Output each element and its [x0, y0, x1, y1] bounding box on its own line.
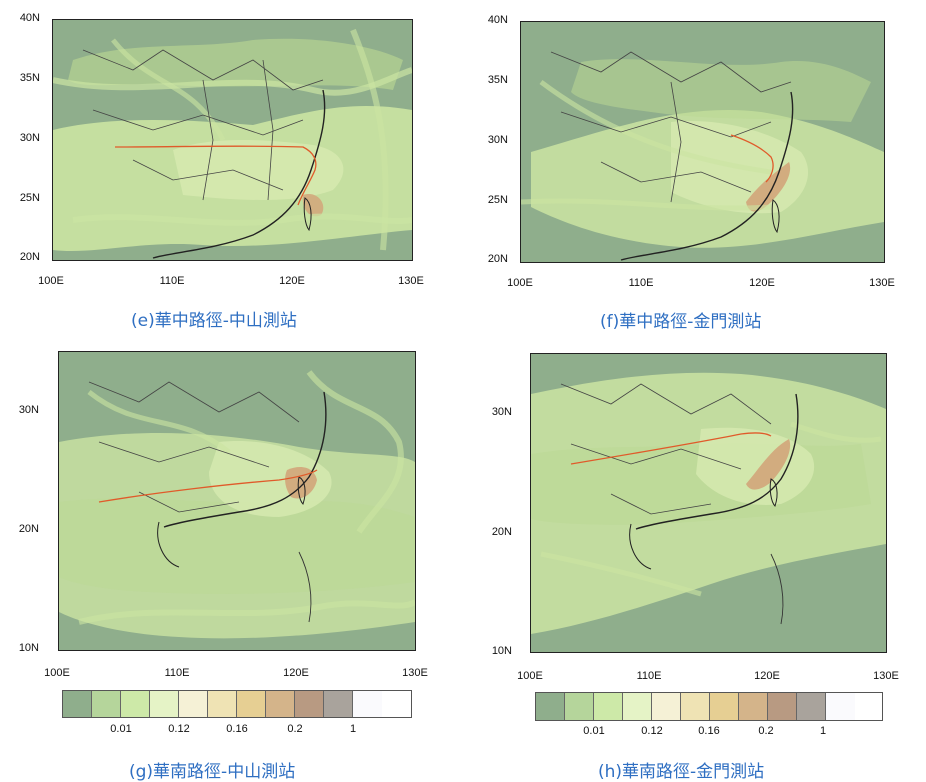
- lat-tick: 20N: [487, 253, 508, 265]
- panel-caption: (f)華中路徑-金門測站: [600, 312, 762, 332]
- map-f-graphic: [521, 22, 884, 262]
- colorbar-cell: [768, 693, 797, 720]
- lat-tick: 30N: [19, 132, 40, 144]
- lat-tick: 35N: [19, 72, 40, 84]
- map-g: [58, 351, 416, 651]
- lat-tick: 30N: [18, 404, 39, 416]
- colorbar-cell: [652, 693, 681, 720]
- lon-tick: 100E: [44, 667, 70, 679]
- colorbar-label: 0.16: [698, 725, 720, 737]
- lon-tick: 110E: [628, 277, 654, 289]
- colorbar-cell: [179, 691, 208, 717]
- lat-tick: 25N: [487, 194, 508, 206]
- colorbar-label: 0.2: [758, 725, 774, 737]
- colorbar-cell: [150, 691, 179, 717]
- panel-caption: (e)華中路徑-中山測站: [131, 311, 297, 331]
- colorbar-cell: [739, 693, 768, 720]
- lon-tick: 130E: [873, 670, 899, 682]
- colorbar-label: 0.2: [287, 723, 303, 735]
- colorbar-cell: [295, 691, 324, 717]
- colorbar-label: 0.01: [110, 723, 132, 735]
- colorbar-cell: [121, 691, 150, 717]
- colorbar-cell: [710, 693, 739, 720]
- colorbar-label: 0.16: [226, 723, 248, 735]
- colorbar-cell: [797, 693, 826, 720]
- lat-tick: 30N: [491, 406, 512, 418]
- lat-tick: 20N: [18, 523, 39, 535]
- map-h-graphic: [531, 354, 886, 652]
- map-f: [520, 21, 885, 263]
- lon-tick: 100E: [507, 277, 533, 289]
- colorbar-cell: [353, 691, 382, 717]
- colorbar-cell: [565, 693, 594, 720]
- map-e: [52, 19, 413, 261]
- lat-tick: 40N: [487, 14, 508, 26]
- lon-tick: 120E: [749, 277, 775, 289]
- lat-tick: 10N: [491, 645, 512, 657]
- lon-tick: 100E: [517, 670, 543, 682]
- colorbar-cell: [826, 693, 855, 720]
- colorbar-cell: [266, 691, 295, 717]
- colorbar-cell: [237, 691, 266, 717]
- colorbar-cell: [92, 691, 121, 717]
- colorbar-label: 0.01: [583, 725, 605, 737]
- colorbar-cell: [594, 693, 623, 720]
- lat-tick: 10N: [18, 642, 39, 654]
- lon-tick: 120E: [754, 670, 780, 682]
- lon-tick: 110E: [636, 670, 662, 682]
- lon-tick: 130E: [869, 277, 895, 289]
- colorbar-label: 1: [819, 725, 827, 737]
- colorbar-g: [62, 690, 412, 718]
- colorbar-cell: [536, 693, 565, 720]
- lon-tick: 100E: [38, 275, 64, 287]
- lat-tick: 35N: [487, 74, 508, 86]
- map-g-graphic: [59, 352, 415, 650]
- colorbar-h: [535, 692, 883, 721]
- lon-tick: 120E: [279, 275, 305, 287]
- colorbar-cell: [623, 693, 652, 720]
- lat-tick: 20N: [19, 251, 40, 263]
- lat-tick: 25N: [19, 192, 40, 204]
- colorbar-label: 1: [349, 723, 357, 735]
- colorbar-cell: [63, 691, 92, 717]
- lon-tick: 120E: [283, 667, 309, 679]
- lat-tick: 30N: [487, 134, 508, 146]
- colorbar-cell: [208, 691, 237, 717]
- colorbar-cell: [324, 691, 353, 717]
- colorbar-cell: [681, 693, 710, 720]
- lat-tick: 40N: [19, 12, 40, 24]
- lon-tick: 130E: [402, 667, 428, 679]
- lon-tick: 110E: [164, 667, 190, 679]
- map-e-graphic: [53, 20, 412, 260]
- lon-tick: 130E: [398, 275, 424, 287]
- colorbar-label: 0.12: [168, 723, 190, 735]
- lat-tick: 20N: [491, 526, 512, 538]
- colorbar-label: 0.12: [641, 725, 663, 737]
- lon-tick: 110E: [159, 275, 185, 287]
- map-h: [530, 353, 887, 653]
- panel-caption: (g)華南路徑-中山測站: [129, 762, 296, 782]
- panel-caption: (h)華南路徑-金門測站: [598, 762, 765, 782]
